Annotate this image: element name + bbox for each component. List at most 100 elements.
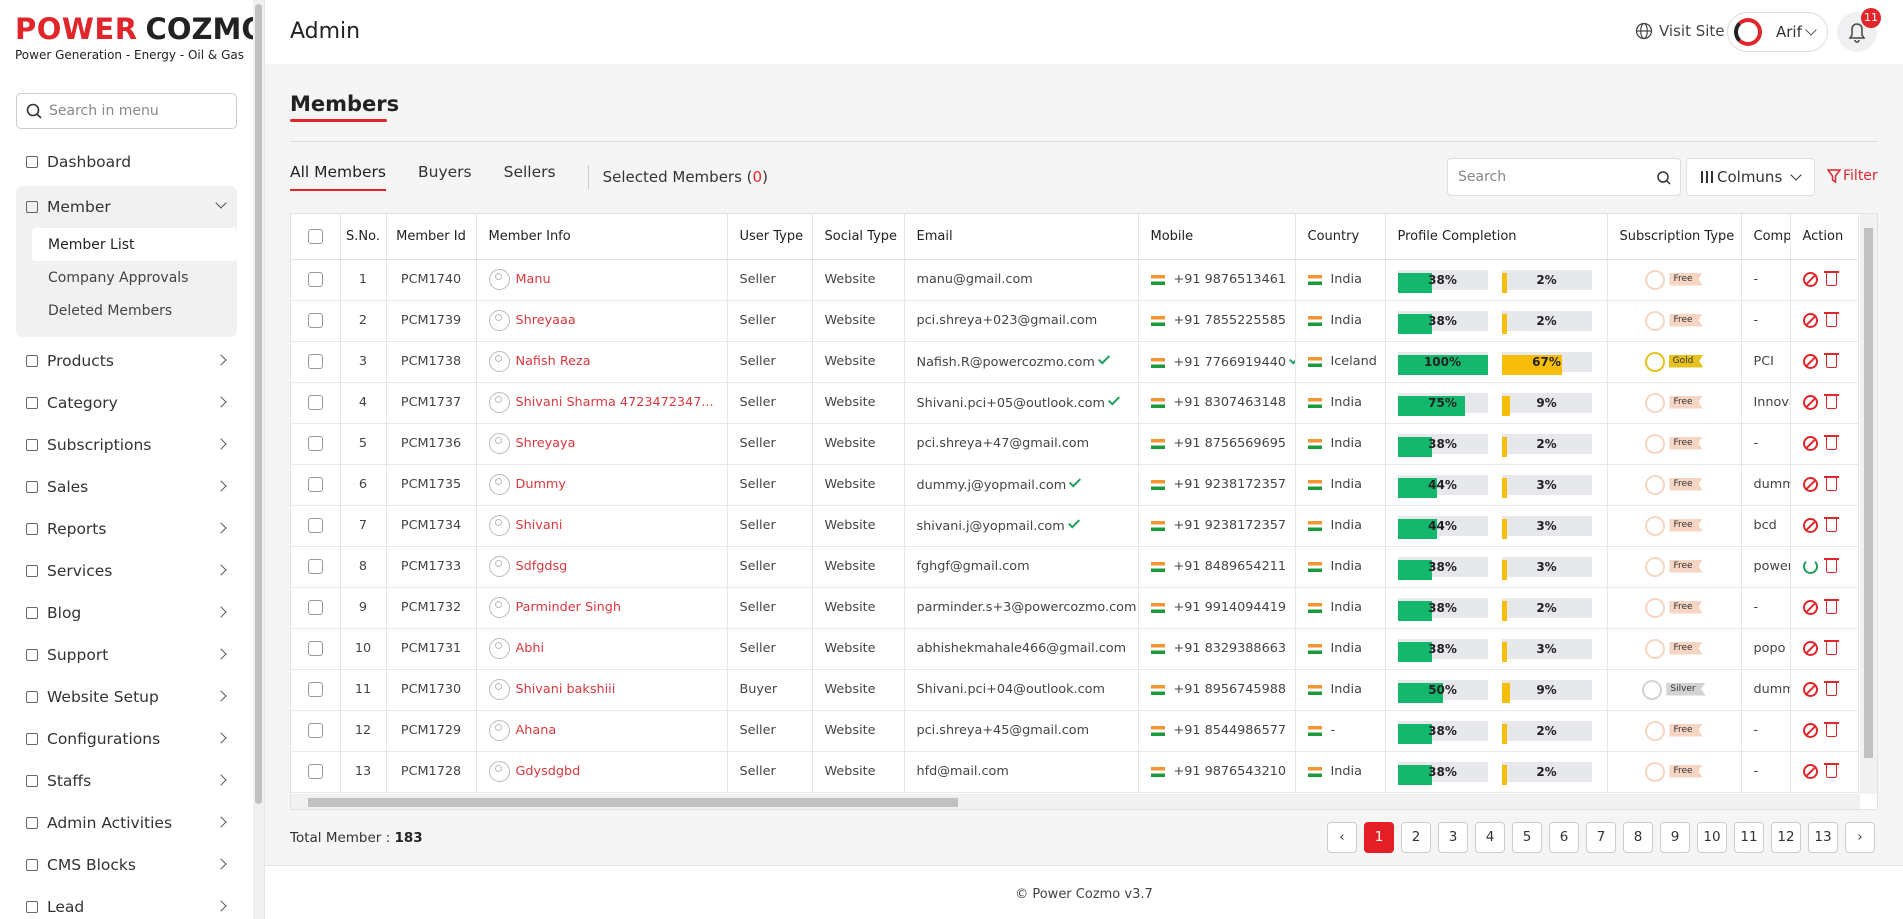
member-name[interactable]: Gdysdgbd	[515, 764, 581, 779]
checkbox[interactable]	[307, 723, 323, 738]
menu-item[interactable]: Website Setup	[16, 676, 237, 718]
page-button[interactable]: 9	[1660, 822, 1690, 853]
delete-button[interactable]	[1823, 271, 1839, 286]
delete-button[interactable]	[1823, 435, 1839, 450]
menu-item[interactable]: Reports	[16, 508, 237, 550]
page-button[interactable]: 2	[1401, 822, 1431, 853]
visit-site[interactable]: Visit Site	[1635, 22, 1725, 40]
block-button[interactable]	[1802, 641, 1818, 656]
next-page[interactable]: ›	[1845, 822, 1875, 853]
menu-item[interactable]: Dashboard	[16, 141, 237, 183]
block-button[interactable]	[1802, 477, 1818, 492]
delete-button[interactable]	[1823, 681, 1839, 696]
submenu-item[interactable]: Company Approvals	[48, 269, 189, 286]
tab[interactable]: Buyers	[417, 163, 472, 181]
member-name[interactable]: Shivani	[515, 518, 563, 533]
menu-item[interactable]: Support	[16, 634, 237, 676]
prev-page[interactable]: ‹	[1327, 822, 1357, 853]
page-button[interactable]: 6	[1549, 822, 1579, 853]
menu-item[interactable]: Sales	[16, 466, 237, 508]
block-button[interactable]	[1802, 600, 1818, 615]
delete-button[interactable]	[1823, 763, 1839, 778]
block-button[interactable]	[1802, 723, 1818, 738]
page-button[interactable]: 8	[1623, 822, 1653, 853]
page-button[interactable]: 1	[1364, 822, 1394, 853]
menu-item[interactable]: Subscriptions	[16, 424, 237, 466]
member-name[interactable]: Shivani bakshiii	[515, 682, 616, 697]
delete-button[interactable]	[1823, 599, 1839, 614]
block-button[interactable]	[1802, 436, 1818, 451]
checkbox[interactable]	[307, 477, 323, 492]
menu-item[interactable]: Blog	[16, 592, 237, 634]
delete-button[interactable]	[1823, 640, 1839, 655]
delete-button[interactable]	[1823, 476, 1839, 491]
menu-item[interactable]: Category	[16, 382, 237, 424]
checkbox[interactable]	[307, 518, 323, 533]
checkbox[interactable]	[307, 272, 323, 287]
notifications[interactable]: 11	[1837, 8, 1881, 52]
member-name[interactable]: Shreyaaa	[515, 313, 576, 328]
logo[interactable]: POWERCOZMO Power Generation - Energy - O…	[15, 12, 253, 62]
block-button[interactable]	[1802, 518, 1818, 533]
delete-button[interactable]	[1823, 722, 1839, 737]
member-name[interactable]: Ahana	[515, 723, 557, 738]
block-button[interactable]	[1802, 313, 1818, 328]
menu-item[interactable]: Services	[16, 550, 237, 592]
page-button[interactable]: 11	[1734, 822, 1764, 853]
block-button[interactable]	[1802, 764, 1818, 779]
menu-item[interactable]: Admin Activities	[16, 802, 237, 844]
member-name[interactable]: Manu	[515, 272, 551, 287]
delete-button[interactable]	[1823, 558, 1839, 573]
tab[interactable]: All Members	[290, 163, 386, 191]
page-button[interactable]: 7	[1586, 822, 1616, 853]
checkbox[interactable]	[307, 559, 323, 574]
member-name[interactable]: Shivani Sharma 4723472347...	[515, 395, 714, 410]
delete-button[interactable]	[1823, 353, 1839, 368]
member-name[interactable]: Abhi	[515, 641, 545, 656]
member-name[interactable]: Dummy	[515, 477, 566, 492]
filter-button[interactable]: Filter	[1827, 168, 1878, 184]
menu-item[interactable]: Staffs	[16, 760, 237, 802]
page-button[interactable]: 4	[1475, 822, 1505, 853]
checkbox[interactable]	[307, 764, 323, 779]
member-name[interactable]: Sdfgdsg	[515, 559, 568, 574]
menu-item[interactable]: Lead	[16, 886, 237, 919]
scroll-thumb[interactable]	[1864, 228, 1873, 758]
scroll-thumb[interactable]	[308, 798, 958, 807]
member-name[interactable]: Nafish Reza	[515, 354, 591, 369]
checkbox[interactable]	[307, 313, 323, 328]
menu-item[interactable]: Products	[16, 340, 237, 382]
scroll-thumb[interactable]	[255, 4, 262, 804]
delete-button[interactable]	[1823, 517, 1839, 532]
menu-item[interactable]: Configurations	[16, 718, 237, 760]
block-button[interactable]	[1802, 354, 1818, 369]
user-menu[interactable]: Arif	[1727, 12, 1828, 52]
delete-button[interactable]	[1823, 394, 1839, 409]
checkbox[interactable]	[307, 682, 323, 697]
block-button[interactable]	[1802, 395, 1818, 410]
checkbox[interactable]	[307, 395, 323, 410]
member-name[interactable]: Parminder Singh	[515, 600, 622, 615]
page-button[interactable]: 3	[1438, 822, 1468, 853]
checkbox[interactable]	[307, 354, 323, 369]
menu-item[interactable]: CMS Blocks	[16, 844, 237, 886]
menu-search[interactable]: Search in menu	[16, 93, 237, 129]
submenu-item[interactable]: Deleted Members	[48, 302, 173, 319]
block-button[interactable]	[1802, 682, 1818, 697]
table-search[interactable]: Search	[1447, 158, 1681, 196]
menu-item[interactable]: Member	[16, 186, 237, 228]
submenu-item[interactable]: Member List	[32, 228, 237, 261]
checkbox[interactable]	[307, 641, 323, 656]
tab[interactable]: Sellers	[503, 163, 556, 181]
checkbox[interactable]	[307, 600, 323, 615]
checkbox[interactable]	[307, 436, 323, 451]
page-button[interactable]: 5	[1512, 822, 1542, 853]
member-name[interactable]: Shreyaya	[515, 436, 576, 451]
page-button[interactable]: 13	[1808, 822, 1838, 853]
unblock-button[interactable]	[1802, 559, 1818, 574]
checkbox[interactable]	[307, 228, 323, 244]
block-button[interactable]	[1802, 272, 1818, 287]
columns-button[interactable]: Colmuns	[1686, 158, 1815, 196]
page-button[interactable]: 12	[1771, 822, 1801, 853]
delete-button[interactable]	[1823, 312, 1839, 327]
